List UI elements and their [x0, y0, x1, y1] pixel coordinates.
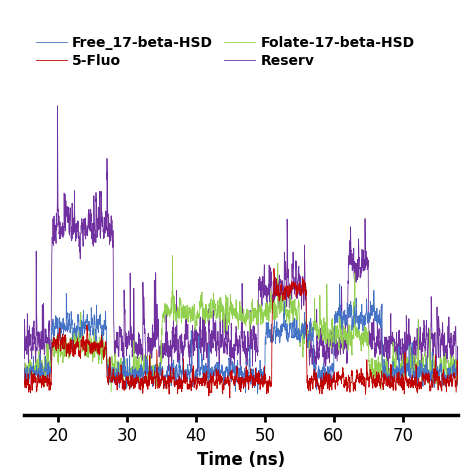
Free_17-beta-HSD: [255, 391, 261, 397]
Reserv: [447, 337, 453, 342]
5-Fluo: [447, 377, 453, 382]
Folate-17-beta-HSD: [206, 304, 212, 310]
Folate-17-beta-HSD: [21, 373, 26, 379]
Free_17-beta-HSD: [21, 349, 26, 354]
5-Fluo: [271, 266, 277, 271]
Reserv: [96, 226, 102, 231]
Reserv: [455, 362, 461, 368]
Folate-17-beta-HSD: [96, 355, 102, 361]
Reserv: [187, 341, 193, 347]
Free_17-beta-HSD: [187, 367, 193, 372]
X-axis label: Time (ns): Time (ns): [197, 451, 285, 469]
Reserv: [206, 329, 212, 334]
Free_17-beta-HSD: [447, 369, 453, 375]
Free_17-beta-HSD: [206, 342, 212, 347]
5-Fluo: [227, 395, 233, 401]
Folate-17-beta-HSD: [187, 305, 193, 311]
Line: 5-Fluo: 5-Fluo: [24, 269, 458, 398]
Folate-17-beta-HSD: [447, 369, 453, 375]
Free_17-beta-HSD: [70, 332, 76, 337]
Line: Reserv: Reserv: [24, 106, 458, 377]
Reserv: [70, 223, 76, 229]
Folate-17-beta-HSD: [400, 362, 405, 368]
Folate-17-beta-HSD: [169, 253, 175, 259]
Folate-17-beta-HSD: [109, 389, 114, 395]
Free_17-beta-HSD: [400, 375, 405, 381]
Reserv: [21, 343, 26, 348]
5-Fluo: [187, 378, 193, 384]
Reserv: [55, 103, 60, 109]
Folate-17-beta-HSD: [455, 378, 461, 383]
5-Fluo: [96, 348, 102, 354]
5-Fluo: [21, 358, 26, 363]
Folate-17-beta-HSD: [70, 340, 76, 346]
5-Fluo: [400, 388, 405, 393]
Line: Free_17-beta-HSD: Free_17-beta-HSD: [24, 284, 458, 394]
Line: Folate-17-beta-HSD: Folate-17-beta-HSD: [24, 256, 458, 392]
Free_17-beta-HSD: [337, 281, 343, 287]
5-Fluo: [455, 374, 461, 379]
5-Fluo: [70, 347, 76, 353]
Free_17-beta-HSD: [96, 316, 102, 322]
Reserv: [121, 374, 127, 379]
Free_17-beta-HSD: [455, 383, 461, 389]
Reserv: [400, 349, 405, 354]
Legend: Free_17-beta-HSD, 5-Fluo, Folate-17-beta-HSD, Reserv: Free_17-beta-HSD, 5-Fluo, Folate-17-beta…: [31, 31, 420, 73]
5-Fluo: [206, 392, 212, 398]
